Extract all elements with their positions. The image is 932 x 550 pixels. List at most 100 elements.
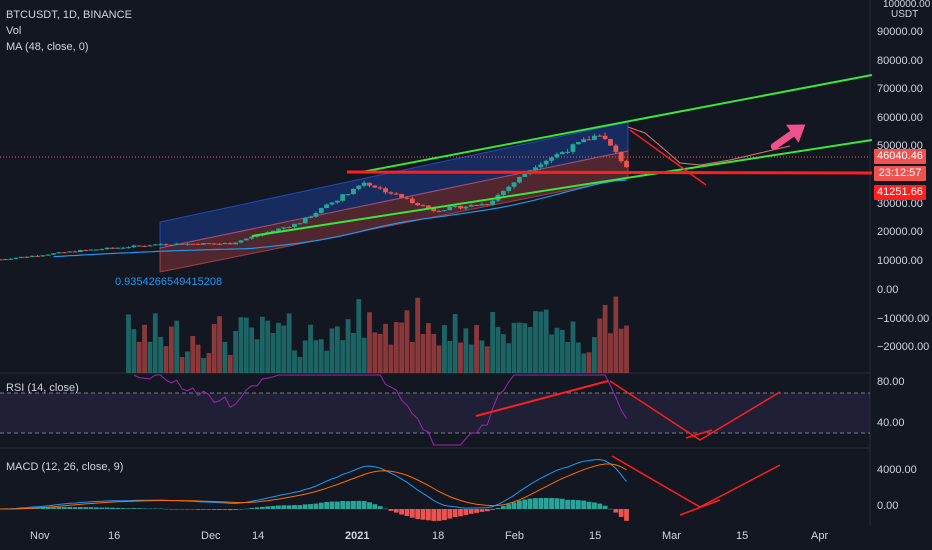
- candle-body: [126, 247, 131, 249]
- rsi-trend-red[interactable]: [475, 380, 609, 417]
- macd-histogram-bar: [608, 508, 613, 510]
- candle-body: [115, 247, 121, 249]
- volume-bar: [425, 323, 431, 373]
- candle-body: [206, 243, 212, 245]
- breakdown-line[interactable]: [629, 129, 707, 186]
- macd-v-drawing[interactable]: [611, 455, 781, 508]
- macd-histogram-bar: [131, 508, 137, 509]
- time-tick-label: 15: [589, 530, 602, 542]
- volume-bar: [163, 346, 169, 373]
- candle-body: [361, 182, 367, 186]
- macd-histogram-bar: [549, 498, 554, 509]
- macd-histogram-bar: [93, 507, 99, 509]
- volume-bar: [474, 324, 479, 373]
- pink-arrow-icon[interactable]: [768, 116, 812, 156]
- macd-legend[interactable]: MACD (12, 26, close, 9): [6, 461, 124, 473]
- macd-histogram-bar: [227, 509, 233, 511]
- macd-histogram-bar: [249, 507, 255, 509]
- volume-bar: [549, 334, 554, 373]
- candle-body: [217, 243, 222, 245]
- candle-body: [152, 244, 158, 246]
- volume-bar: [506, 343, 512, 373]
- macd-histogram-bar: [452, 509, 458, 518]
- macd-histogram-bar: [292, 505, 297, 509]
- macd-histogram-bar: [281, 505, 287, 509]
- rsi-v-drawing[interactable]: [609, 380, 781, 441]
- volume-group: [126, 296, 629, 373]
- candle-body: [431, 208, 437, 212]
- candle-body: [318, 208, 324, 214]
- macd-histogram-bar: [361, 500, 367, 509]
- countdown-badge: 23:12:57: [874, 166, 926, 181]
- volume-bar: [399, 322, 405, 373]
- candle-body: [351, 188, 356, 195]
- volume-bar: [351, 332, 356, 373]
- macd-histogram-bar: [126, 508, 131, 509]
- volume-bar: [281, 325, 287, 373]
- rsi-legend[interactable]: RSI (14, close): [6, 382, 79, 394]
- volume-bar: [490, 312, 496, 373]
- macd-histogram-bar: [484, 509, 490, 512]
- macd-histogram-bar: [388, 509, 394, 511]
- candle-body: [591, 135, 597, 140]
- volume-bar: [415, 297, 421, 373]
- macd-histogram-bar: [270, 505, 276, 509]
- volume-bar: [393, 322, 399, 373]
- macd-histogram-bar: [329, 501, 335, 509]
- symbol-legend[interactable]: BTCUSDT, 1D, BINANCE: [6, 9, 132, 21]
- candle-body: [227, 243, 233, 245]
- macd-histogram-bar: [511, 502, 517, 509]
- candle-body: [292, 223, 297, 227]
- volume-bar: [377, 333, 383, 373]
- candle-body: [249, 236, 255, 239]
- candle-body: [243, 238, 249, 241]
- macd-histogram-bar: [195, 509, 201, 510]
- volume-bar: [292, 350, 297, 373]
- macd-tick-label: 0.00: [877, 500, 899, 512]
- candle-body: [517, 176, 522, 183]
- volume-legend[interactable]: Vol: [6, 25, 22, 37]
- macd-histogram-bar: [45, 507, 51, 509]
- candle-body: [281, 227, 287, 229]
- candle-body: [549, 157, 554, 161]
- candle-body: [297, 223, 303, 225]
- time-tick-label: 16: [108, 530, 121, 542]
- volume-bar: [479, 340, 485, 373]
- macd-histogram-bar: [83, 507, 89, 509]
- volume-bar: [452, 314, 458, 373]
- rsi-line: [133, 374, 627, 446]
- ma-legend[interactable]: MA (48, close, 0): [6, 41, 89, 53]
- trend-line-lower[interactable]: [251, 139, 873, 237]
- candle-body: [409, 198, 415, 204]
- candle-body: [522, 174, 528, 177]
- volume-bar: [318, 339, 324, 373]
- macd-histogram-bar: [618, 509, 624, 517]
- price-tick-label: 30000.00: [877, 197, 923, 210]
- macd-histogram-bar: [517, 500, 522, 509]
- volume-bar: [624, 325, 629, 373]
- volume-bar: [586, 352, 592, 373]
- support-level-line[interactable]: [346, 170, 873, 175]
- candle-body: [168, 244, 174, 246]
- macd-histogram-bar: [420, 509, 426, 520]
- macd-histogram-bar: [458, 509, 463, 517]
- candle-body: [425, 205, 431, 209]
- macd-histogram-bar: [479, 509, 485, 512]
- time-tick-label: Nov: [30, 530, 50, 542]
- macd-histogram-bar: [206, 509, 212, 510]
- volume-bar: [463, 328, 469, 373]
- trend-line-upper[interactable]: [361, 74, 873, 173]
- price-tick-label: 60000.00: [877, 111, 923, 124]
- volume-bar: [383, 323, 388, 373]
- candle-body: [195, 243, 201, 245]
- macd-histogram-bar: [377, 506, 383, 509]
- candle-body: [559, 152, 565, 155]
- rsi-v-drawing-tail[interactable]: [685, 429, 713, 439]
- volume-bar: [324, 350, 330, 373]
- candle-body: [329, 202, 335, 205]
- macd-histogram-bar: [565, 499, 571, 509]
- candle-body: [8, 258, 14, 260]
- macd-v-drawing-tail[interactable]: [679, 499, 721, 516]
- macd-histogram-bar: [351, 500, 356, 509]
